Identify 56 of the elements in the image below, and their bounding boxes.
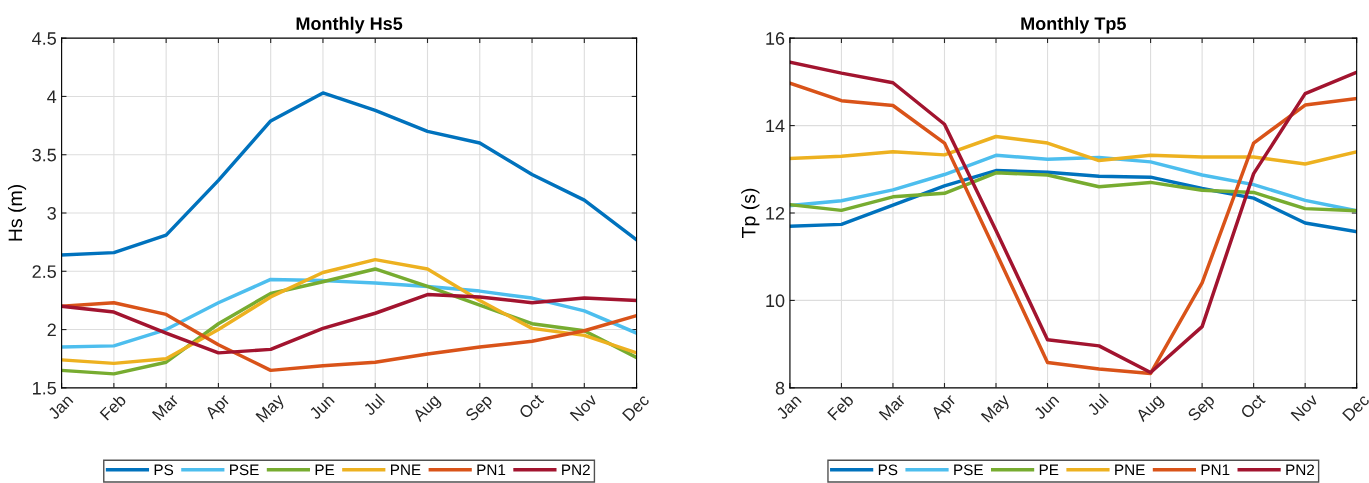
x-tick-label: Mar bbox=[151, 393, 180, 421]
x-tick-label: Aug bbox=[1135, 393, 1166, 425]
line-series bbox=[61, 301, 637, 373]
legend-label: PNE bbox=[1115, 464, 1145, 476]
y-tick-label: 16 bbox=[766, 32, 785, 45]
line-series bbox=[61, 292, 637, 355]
x-tick-label: Nov bbox=[1290, 393, 1319, 422]
x-tick-label: Apr bbox=[204, 393, 233, 423]
x-tick-label: Sep bbox=[1186, 393, 1218, 425]
x-tick-label: May bbox=[255, 393, 288, 425]
y-tick-label: 2.5 bbox=[32, 265, 56, 279]
x-tick-label: Mar bbox=[878, 393, 907, 421]
x-tick-label: Aug bbox=[411, 393, 443, 425]
x-tick-label: Feb bbox=[99, 393, 127, 421]
y-tick-label: 3 bbox=[47, 206, 56, 220]
y-tick-label: 4.5 bbox=[32, 32, 56, 45]
legend-label: PN2 bbox=[562, 464, 590, 476]
x-tick-label: Nov bbox=[569, 393, 598, 422]
y-axis-title: Tp (s) bbox=[741, 188, 760, 238]
y-tick-label: 14 bbox=[766, 119, 785, 133]
y-tick-label: 2 bbox=[47, 323, 56, 337]
legend-label: PNE bbox=[391, 464, 421, 476]
x-tick-label: Apr bbox=[930, 393, 959, 423]
legend-label: PS bbox=[878, 464, 898, 476]
x-tick-label: Dec bbox=[622, 393, 650, 422]
x-tick-label: Oct bbox=[1239, 393, 1266, 420]
legend-label: PS bbox=[154, 464, 174, 476]
legend-label: PN1 bbox=[1201, 464, 1230, 476]
y-axis-title: Hs (m) bbox=[7, 185, 27, 241]
legend-label: PN2 bbox=[1286, 464, 1315, 476]
x-tick-label: Oct bbox=[518, 393, 545, 420]
y-tick-label: 4 bbox=[47, 90, 57, 103]
legend-label: PE bbox=[1039, 464, 1059, 476]
line-series bbox=[61, 91, 637, 257]
line-series bbox=[61, 257, 637, 366]
y-tick-label: 10 bbox=[766, 294, 785, 308]
y-tick-label: 1.5 bbox=[33, 381, 56, 395]
x-tick-label: May bbox=[980, 393, 1013, 425]
x-tick-label: Feb bbox=[826, 393, 855, 421]
legend-label: PE bbox=[315, 464, 335, 476]
line-series bbox=[789, 171, 1357, 213]
legend-label: PN1 bbox=[477, 464, 506, 476]
x-tick-label: Jun bbox=[308, 393, 335, 421]
legend-label: PSE bbox=[954, 464, 983, 476]
x-tick-label: Sep bbox=[464, 393, 496, 425]
chart-title: Monthly Tp5 bbox=[1021, 16, 1126, 34]
x-tick-label: Jun bbox=[1033, 393, 1060, 421]
y-tick-label: 8 bbox=[775, 381, 785, 395]
x-tick-label: Jul bbox=[362, 393, 386, 417]
line-series bbox=[789, 168, 1357, 234]
y-tick-label: 12 bbox=[766, 206, 785, 220]
line-series bbox=[789, 134, 1357, 166]
y-tick-label: 3.5 bbox=[32, 148, 56, 162]
x-tick-label: Jul bbox=[1086, 393, 1109, 417]
legend-label: PSE bbox=[230, 464, 259, 476]
chart-title: Monthly Hs5 bbox=[296, 16, 403, 34]
